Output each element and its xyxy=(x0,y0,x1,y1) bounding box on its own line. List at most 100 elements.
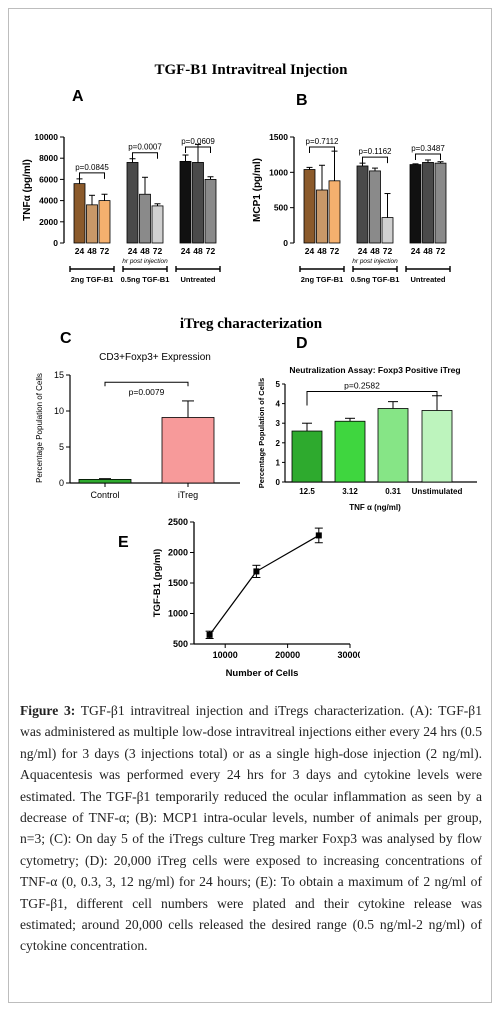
data-point xyxy=(315,532,322,539)
bar xyxy=(151,205,164,244)
p-value-label: p=0.3487 xyxy=(411,144,445,153)
group-label: 0.5ng TGF-B1 xyxy=(351,275,400,284)
x-tick-label: 20000 xyxy=(275,650,300,660)
x-tick-label: Unstimulated xyxy=(412,487,463,496)
y-tick-label: 2500 xyxy=(168,517,188,527)
bar xyxy=(179,160,192,244)
section-title-itreg: iTreg characterization xyxy=(179,316,323,332)
figure-caption: Figure 3: TGF-β1 intravitreal injection … xyxy=(20,700,482,957)
bar xyxy=(126,162,139,244)
p-value-label: p=0.2582 xyxy=(344,380,380,390)
chart-e-tgf-release: 500 1000 1500 2000 2500 10000 20000 30000 TGF-B1… xyxy=(152,517,360,679)
bar xyxy=(334,420,366,483)
y-tick-label: 1500 xyxy=(269,132,288,142)
y-tick-label: 0 xyxy=(59,478,64,488)
x-tick-label: iTreg xyxy=(178,490,198,500)
y-tick-label: 1000 xyxy=(168,609,188,619)
bar xyxy=(434,162,447,244)
y-tick-label: 500 xyxy=(173,639,188,649)
data-point xyxy=(206,631,213,638)
group-label: 0.5ng TGF-B1 xyxy=(121,275,170,284)
caption-label: Figure 3: xyxy=(20,703,76,718)
p-value-label: p=0.0845 xyxy=(75,163,109,172)
x-axis-note: hr post injection xyxy=(122,258,168,265)
panel-letter-c: C xyxy=(60,330,72,347)
bar xyxy=(161,417,215,484)
chart-d-neutralization: Neutralization Assay: Foxp3 Positive iTr… xyxy=(257,365,477,512)
y-tick-label: 1000 xyxy=(269,167,288,177)
p-value-label: p=0.7112 xyxy=(306,137,340,146)
x-tick-label: 24 xyxy=(128,246,138,256)
x-axis-label: Number of Cells xyxy=(226,668,299,679)
x-tick-label: 48 xyxy=(193,246,203,256)
x-tick-label: 24 xyxy=(411,246,421,256)
p-value-bracket xyxy=(79,172,105,179)
bar xyxy=(98,200,111,244)
y-tick-label: 5 xyxy=(59,442,64,452)
y-tick-label: 2000 xyxy=(168,548,188,558)
y-tick-label: 2 xyxy=(276,439,281,448)
bar xyxy=(421,410,453,483)
x-tick-label: 24 xyxy=(75,246,85,256)
bar xyxy=(377,408,409,483)
section-title-injection: TGF-B1 Intravitreal Injection xyxy=(154,62,348,78)
p-value-bracket xyxy=(362,156,388,164)
y-tick-label: 0 xyxy=(283,238,288,248)
x-tick-label: 72 xyxy=(100,246,110,256)
y-axis-label: Percentage Population of Cells xyxy=(35,373,44,483)
x-axis-note: hr post injection xyxy=(352,258,398,265)
y-tick-label: 2000 xyxy=(39,217,58,227)
group-label: 2ng TGF-B1 xyxy=(71,275,114,284)
y-tick-label: 10000 xyxy=(34,132,58,142)
p-value-bracket xyxy=(306,390,438,406)
x-tick-label: 24 xyxy=(181,246,191,256)
y-axis-label: TNFα (pg/ml) xyxy=(22,159,33,221)
panel-letter-a: A xyxy=(72,88,84,105)
x-tick-label: 72 xyxy=(383,246,393,256)
p-value-bracket xyxy=(104,381,189,387)
bar xyxy=(291,430,323,483)
p-value-bracket xyxy=(132,152,158,159)
x-tick-label: 72 xyxy=(330,246,340,256)
y-tick-label: 4 xyxy=(276,400,281,409)
p-value-label: p=0.0007 xyxy=(128,143,162,152)
group-label: Untreated xyxy=(410,275,445,284)
p-value-label: p=0.0609 xyxy=(181,137,215,146)
bar xyxy=(78,478,132,484)
x-tick-label: Control xyxy=(90,490,119,500)
chart-c-foxp3: CD3+Foxp3+ Expression 0 5 10 15 Percentage Po… xyxy=(35,352,240,500)
bar xyxy=(422,162,434,244)
panel-letter-b: B xyxy=(296,92,308,109)
bar xyxy=(409,164,422,244)
x-tick-label: 48 xyxy=(140,246,150,256)
bar xyxy=(139,193,151,244)
x-axis-label: TNF α (ng/ml) xyxy=(349,503,401,512)
x-tick-label: 3.12 xyxy=(342,487,358,496)
x-tick-label: 24 xyxy=(305,246,315,256)
p-value-bracket xyxy=(415,153,441,160)
chart-title: Neutralization Assay: Foxp3 Positive iTr… xyxy=(289,365,460,375)
x-tick-label: 0.31 xyxy=(385,487,401,496)
x-tick-label: 24 xyxy=(358,246,368,256)
x-tick-label: 48 xyxy=(87,246,97,256)
data-point xyxy=(253,568,260,575)
x-tick-label: 72 xyxy=(206,246,216,256)
x-tick-label: 72 xyxy=(153,246,163,256)
caption-text: TGF-β1 intravitreal injection and iTregs… xyxy=(20,703,483,954)
y-tick-label: 3 xyxy=(276,419,281,428)
bar xyxy=(204,179,217,244)
y-tick-label: 0 xyxy=(53,238,58,248)
x-tick-label: 10000 xyxy=(213,650,238,660)
x-tick-label: 30000 xyxy=(337,650,360,660)
bar xyxy=(328,180,341,244)
y-tick-label: 10 xyxy=(54,406,64,416)
x-tick-label: 72 xyxy=(436,246,446,256)
y-axis-label: Percentage Population of Cells xyxy=(257,378,266,488)
group-label: Untreated xyxy=(180,275,215,284)
bar xyxy=(369,170,381,244)
p-value-label: p=0.0079 xyxy=(129,387,165,397)
x-tick-label: 48 xyxy=(317,246,327,256)
bar xyxy=(192,162,204,244)
